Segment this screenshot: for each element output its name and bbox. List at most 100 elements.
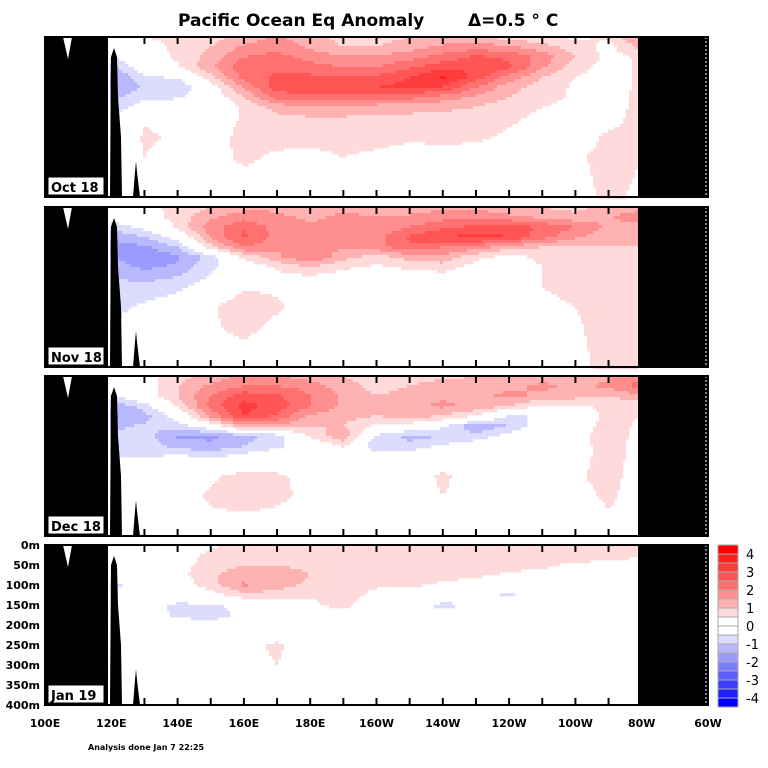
contour-cell <box>413 55 417 59</box>
contour-cell <box>233 142 237 146</box>
contour-cell <box>248 46 252 50</box>
contour-cell <box>413 46 417 50</box>
contour-cell <box>395 115 399 119</box>
contour-cell <box>341 124 345 128</box>
contour-cell <box>524 112 528 116</box>
contour-cell <box>617 181 621 185</box>
contour-cell <box>194 52 198 56</box>
contour-cell <box>290 145 294 149</box>
contour-cell <box>260 67 264 71</box>
contour-cell <box>464 79 468 83</box>
contour-cell <box>305 76 309 80</box>
contour-cell <box>236 37 240 41</box>
contour-cell <box>332 130 336 134</box>
contour-cell <box>461 79 465 83</box>
contour-cell <box>353 109 357 113</box>
contour-cell <box>497 70 501 74</box>
contour-cell <box>410 136 414 140</box>
contour-cell <box>293 106 297 110</box>
contour-cell <box>545 52 549 56</box>
contour-cell <box>485 46 489 50</box>
contour-cell <box>296 97 300 101</box>
contour-cell <box>314 43 318 47</box>
contour-cell <box>446 64 450 68</box>
contour-cell <box>371 130 375 134</box>
contour-cell <box>566 46 570 50</box>
contour-cell <box>368 94 372 98</box>
contour-cell <box>416 70 420 74</box>
contour-cell <box>344 97 348 101</box>
contour-cell <box>260 37 264 41</box>
contour-cell <box>269 124 273 128</box>
contour-cell <box>251 76 255 80</box>
contour-cell <box>338 52 342 56</box>
contour-cell <box>497 109 501 113</box>
contour-cell <box>347 97 351 101</box>
contour-cell <box>461 130 465 134</box>
contour-cell <box>215 67 219 71</box>
contour-cell <box>521 88 525 92</box>
contour-cell <box>479 58 483 62</box>
contour-cell <box>278 97 282 101</box>
contour-cell <box>386 61 390 65</box>
contour-cell <box>620 175 624 179</box>
contour-cell <box>347 133 351 137</box>
contour-cell <box>572 49 576 53</box>
contour-cell <box>128 73 132 77</box>
contour-cell <box>287 136 291 140</box>
contour-cell <box>290 106 294 110</box>
contour-cell <box>293 133 297 137</box>
contour-cell <box>632 151 636 155</box>
contour-cell <box>272 109 276 113</box>
contour-cell <box>389 103 393 107</box>
contour-cell <box>443 97 447 101</box>
contour-cell <box>128 103 132 107</box>
contour-cell <box>401 115 405 119</box>
contour-cell <box>617 40 621 44</box>
contour-cell <box>473 52 477 56</box>
contour-cell <box>227 58 231 62</box>
contour-cell <box>557 97 561 101</box>
contour-cell <box>350 109 354 113</box>
contour-cell <box>185 46 189 50</box>
contour-cell <box>569 61 573 65</box>
contour-cell <box>425 139 429 143</box>
contour-cell <box>461 88 465 92</box>
contour-cell <box>470 67 474 71</box>
contour-cell <box>227 43 231 47</box>
contour-cell <box>314 118 318 122</box>
contour-cell <box>542 52 546 56</box>
contour-cell <box>494 97 498 101</box>
contour-cell <box>389 82 393 86</box>
contour-cell <box>398 88 402 92</box>
contour-cell <box>632 172 636 176</box>
contour-cell <box>353 124 357 128</box>
contour-cell <box>467 97 471 101</box>
contour-cell <box>254 64 258 68</box>
contour-cell <box>395 61 399 65</box>
contour-cell <box>221 70 225 74</box>
contour-cell <box>461 139 465 143</box>
contour-cell <box>437 82 441 86</box>
contour-cell <box>488 109 492 113</box>
contour-cell <box>386 37 390 41</box>
contour-cell <box>500 118 504 122</box>
contour-cell <box>137 91 141 95</box>
contour-cell <box>119 91 123 95</box>
contour-cell <box>242 130 246 134</box>
contour-cell <box>590 49 594 53</box>
contour-cell <box>539 88 543 92</box>
contour-cell <box>233 64 237 68</box>
contour-cell <box>272 88 276 92</box>
contour-cell <box>608 133 612 137</box>
contour-cell <box>260 49 264 53</box>
contour-cell <box>245 58 249 62</box>
contour-cell <box>377 67 381 71</box>
contour-cell <box>491 82 495 86</box>
contour-cell <box>344 148 348 152</box>
contour-cell <box>224 73 228 77</box>
contour-cell <box>479 79 483 83</box>
contour-cell <box>251 100 255 104</box>
contour-cell <box>308 88 312 92</box>
contour-cell <box>443 85 447 89</box>
